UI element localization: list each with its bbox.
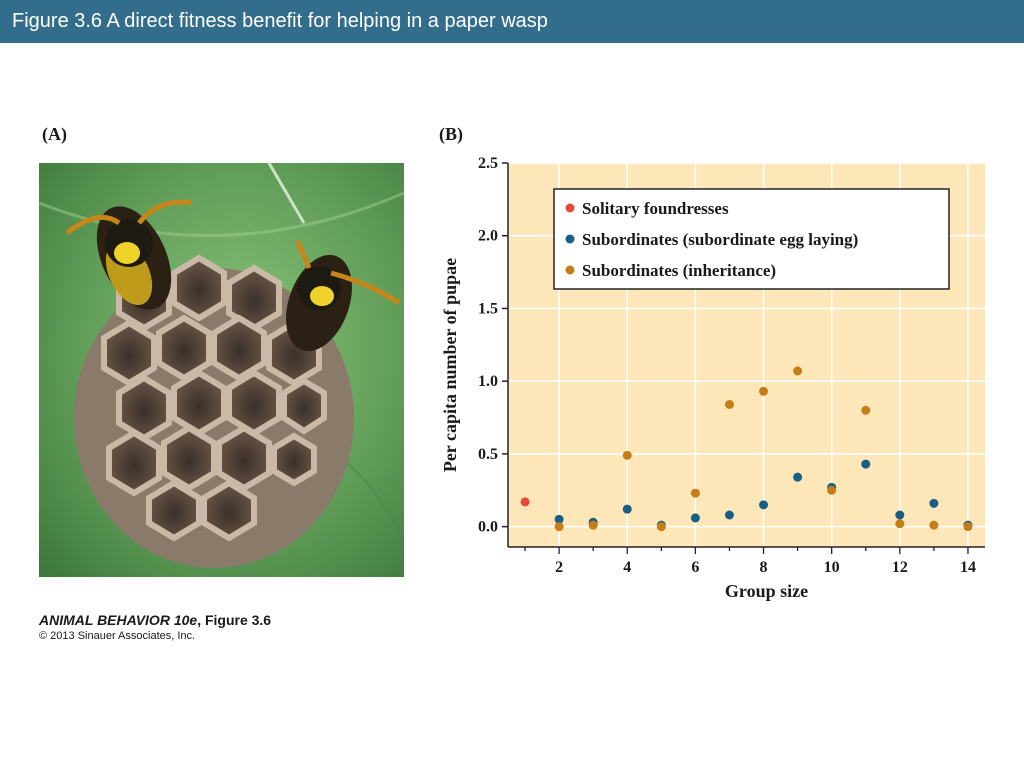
axes bbox=[502, 162, 985, 554]
x-tick-label: 10 bbox=[824, 559, 840, 576]
x-tick-label: 4 bbox=[623, 559, 631, 576]
x-tick-label: 8 bbox=[760, 559, 768, 576]
book-title: ANIMAL BEHAVIOR 10e bbox=[39, 612, 198, 628]
legend-box bbox=[553, 188, 950, 290]
point-series-2-5 bbox=[724, 399, 734, 409]
y-tick-label: 1.0 bbox=[478, 373, 498, 390]
point-series-1-6 bbox=[759, 500, 769, 510]
point-series-2-7 bbox=[793, 366, 803, 376]
data-points bbox=[520, 366, 973, 532]
point-series-1-11 bbox=[929, 498, 939, 508]
legend-label-2: Subordinates (inheritance) bbox=[582, 261, 776, 280]
point-series-1-5 bbox=[724, 510, 734, 520]
point-series-2-0 bbox=[554, 522, 564, 532]
x-tick-label: 2 bbox=[555, 559, 563, 576]
point-series-2-12 bbox=[963, 522, 973, 532]
point-series-1-2 bbox=[622, 504, 632, 514]
x-tick-label: 6 bbox=[691, 559, 699, 576]
tick-labels: 0.0 0.5 1.0 1.5 2.0 2.5 2 4 6 8 10 12 14 bbox=[478, 155, 976, 576]
point-series-2-3 bbox=[656, 522, 666, 532]
point-series-2-1 bbox=[588, 520, 598, 530]
point-series-2-2 bbox=[622, 450, 632, 460]
legend-label-0: Solitary foundresses bbox=[582, 199, 729, 218]
x-tick-label: 14 bbox=[960, 559, 976, 576]
legend-marker-1 bbox=[565, 234, 575, 244]
y-tick-label: 0.0 bbox=[478, 519, 498, 536]
point-series-2-11 bbox=[929, 520, 939, 530]
copyright: © 2013 Sinauer Associates, Inc. bbox=[39, 630, 196, 642]
point-series-2-6 bbox=[759, 386, 769, 396]
legend-label-1: Subordinates (subordinate egg laying) bbox=[582, 230, 858, 249]
panel-a-label: (A) bbox=[42, 124, 67, 144]
y-tick-label: 0.5 bbox=[478, 446, 498, 463]
legend: Solitary foundresses Subordinates (subord… bbox=[553, 188, 950, 290]
title-bar: Figure 3.6 A direct fitness benefit for … bbox=[0, 0, 1024, 43]
point-series-0-0 bbox=[520, 497, 530, 507]
point-series-1-4 bbox=[690, 513, 700, 523]
point-series-2-4 bbox=[690, 488, 700, 498]
point-series-1-0 bbox=[554, 514, 564, 524]
scatter-chart: 0.0 0.5 1.0 1.5 2.0 2.5 2 4 6 8 10 12 14 Solitary fo… bbox=[440, 155, 985, 601]
figure-ref: , Figure 3.6 bbox=[197, 612, 272, 628]
point-series-1-7 bbox=[793, 472, 803, 482]
legend-marker-0 bbox=[565, 203, 575, 213]
y-tick-label: 2.5 bbox=[478, 155, 498, 172]
grid-lines bbox=[508, 162, 985, 547]
y-tick-label: 1.5 bbox=[478, 300, 498, 317]
chart-panel-b: 0.0 0.5 1.0 1.5 2.0 2.5 2 4 6 8 10 12 14 Solitary fo… bbox=[430, 150, 1000, 610]
point-series-2-9 bbox=[861, 405, 871, 415]
page-title: Figure 3.6 A direct fitness benefit for … bbox=[12, 10, 548, 32]
wasp-nest-illustration bbox=[39, 163, 404, 577]
book-credit: ANIMAL BEHAVIOR 10e, Figure 3.6 bbox=[39, 612, 271, 628]
panel-b-label: (B) bbox=[439, 124, 463, 144]
wasp-right bbox=[286, 239, 401, 352]
wasp-left bbox=[65, 199, 192, 310]
point-series-1-10 bbox=[895, 510, 905, 520]
legend-marker-2 bbox=[565, 265, 575, 275]
y-tick-label: 2.0 bbox=[478, 228, 498, 245]
point-series-2-10 bbox=[895, 519, 905, 529]
wasp-nest-photo bbox=[39, 163, 404, 577]
x-axis-label: Group size bbox=[725, 581, 808, 601]
point-series-1-9 bbox=[861, 459, 871, 469]
point-series-2-8 bbox=[827, 485, 837, 495]
y-axis-label: Per capita number of pupae bbox=[440, 258, 460, 472]
x-tick-label: 12 bbox=[892, 559, 908, 576]
